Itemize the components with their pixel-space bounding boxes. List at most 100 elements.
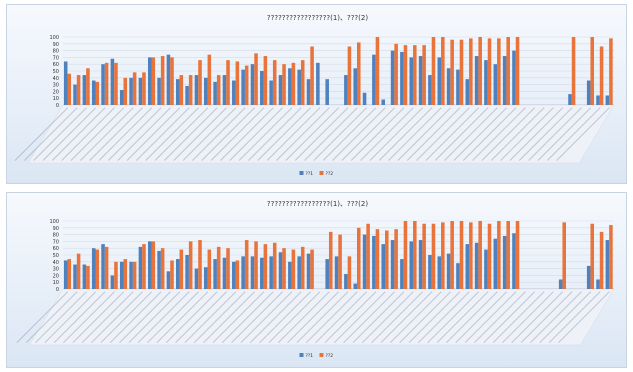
- category-label: [528, 107, 582, 161]
- category-label: [250, 291, 302, 343]
- category-label: [117, 107, 171, 161]
- bar-s1-45: [484, 60, 488, 105]
- category-label: [238, 107, 293, 161]
- bar-s2-35: [394, 43, 398, 105]
- bar-s1-25: [297, 69, 301, 105]
- bar-s1-9: [147, 57, 152, 105]
- category-label: [154, 107, 209, 161]
- bar-s2-54: [571, 37, 576, 105]
- bar-s1-22: [269, 256, 273, 289]
- bar-s2-18: [235, 61, 240, 105]
- bar-s1-22: [269, 80, 273, 105]
- category-label: [436, 291, 489, 343]
- bar-s2-45: [487, 38, 492, 105]
- category-label: [14, 107, 69, 161]
- bar-s1-1: [73, 264, 77, 289]
- chart-panel-bottom: ?????????????????(1)、???(2) 0 10 20 30 40 50 60…: [6, 192, 627, 368]
- y-tick-label: 80: [53, 49, 59, 55]
- legend-swatch-series1: [299, 353, 304, 357]
- category-label: [136, 107, 190, 161]
- bar-s2-7: [132, 261, 137, 289]
- bar-s1-13: [185, 255, 189, 289]
- category-label: [509, 107, 563, 161]
- bar-s1-0: [63, 61, 68, 105]
- category-label: [89, 107, 143, 161]
- category-label: [491, 107, 545, 161]
- category-label: [548, 291, 601, 343]
- bar-s2-33: [375, 37, 380, 105]
- category-label: [537, 107, 592, 161]
- bar-s2-38: [422, 223, 426, 289]
- y-tick-label: 60: [53, 62, 59, 68]
- category-label: [192, 107, 246, 161]
- category-label: [502, 291, 554, 343]
- bar-s2-29: [338, 234, 342, 289]
- category-label: [444, 107, 498, 161]
- bar-s2-5: [114, 261, 118, 289]
- bar-s2-6: [123, 259, 128, 289]
- bar-s1-7: [129, 261, 133, 289]
- category-label: [474, 291, 526, 343]
- bar-s2-8: [142, 72, 146, 105]
- bar-s2-2: [86, 68, 90, 105]
- bar-s2-42: [459, 39, 464, 105]
- bar-s1-20: [250, 64, 255, 105]
- bar-s2-56: [590, 223, 595, 289]
- bar-s1-35: [390, 240, 395, 289]
- bar-s1-32: [362, 92, 367, 105]
- bar-s2-10: [160, 248, 165, 289]
- bar-s2-26: [310, 249, 314, 289]
- bar-s1-40: [437, 57, 442, 105]
- bar-s2-34: [385, 230, 389, 289]
- bar-s1-43: [465, 244, 470, 289]
- category-label: [304, 107, 358, 161]
- category-label: [257, 107, 311, 161]
- category-label: [221, 291, 274, 343]
- category-label: [397, 107, 451, 161]
- category-label: [42, 107, 97, 161]
- bar-s1-6: [119, 90, 124, 105]
- bar-s1-0: [63, 260, 68, 289]
- bar-s1-33: [372, 54, 376, 105]
- bar-s2-41: [450, 221, 454, 289]
- bar-s1-24: [288, 261, 292, 289]
- category-label: [72, 291, 125, 343]
- category-label: [285, 107, 339, 161]
- category-label: [369, 107, 423, 161]
- bar-s2-58: [609, 38, 613, 105]
- category-label: [481, 107, 535, 161]
- bar-s1-39: [428, 75, 432, 105]
- bar-s1-27: [316, 62, 320, 105]
- bar-s1-42: [456, 263, 460, 289]
- bar-s2-22: [272, 242, 277, 289]
- bar-s1-32: [362, 234, 367, 289]
- category-label: [332, 107, 386, 161]
- bar-s1-44: [474, 56, 479, 105]
- bar-s1-46: [493, 238, 498, 289]
- bar-s1-40: [437, 256, 442, 289]
- bar-s2-3: [95, 249, 100, 289]
- y-tick-label: 100: [49, 219, 59, 225]
- bar-s2-39: [431, 37, 436, 105]
- bar-s1-7: [129, 77, 133, 105]
- category-label: [296, 291, 349, 343]
- bar-s2-0: [67, 259, 72, 289]
- bar-s1-56: [586, 265, 591, 289]
- category-label: [547, 107, 601, 161]
- bar-s2-38: [422, 45, 426, 105]
- y-tick-label: 10: [53, 280, 59, 286]
- category-label: [530, 291, 582, 343]
- bar-s1-17: [222, 75, 227, 105]
- legend-label-series2: ??2: [326, 171, 334, 177]
- bar-s1-21: [260, 257, 264, 289]
- bar-s1-4: [101, 244, 105, 289]
- bar-s2-9: [151, 57, 156, 105]
- bar-s1-26: [306, 253, 311, 289]
- category-label: [464, 291, 517, 343]
- bar-s2-48: [515, 37, 520, 105]
- bar-s2-48: [515, 221, 520, 289]
- category-label: [399, 291, 451, 343]
- bar-s1-10: [157, 250, 161, 289]
- bar-s2-20: [254, 241, 258, 289]
- bar-s1-46: [493, 64, 498, 105]
